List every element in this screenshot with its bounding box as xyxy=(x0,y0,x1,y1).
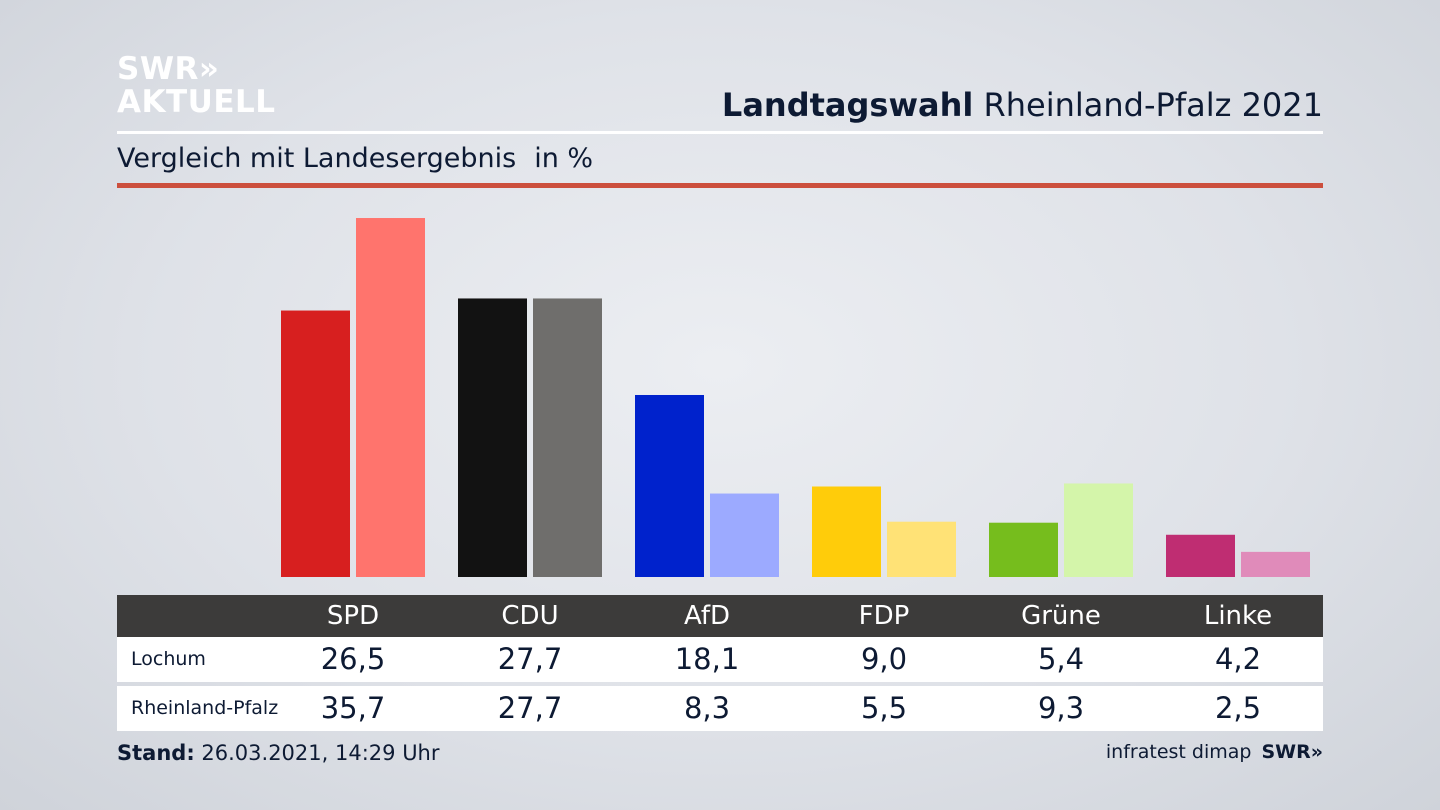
value-afd-rheinland-pfalz: 8,3 xyxy=(683,691,731,725)
title-bold: Landtagswahl xyxy=(721,86,974,124)
value-spd-lochum: 26,5 xyxy=(320,642,386,676)
row-label-lochum: Lochum xyxy=(131,648,206,670)
swr-aktuell-logo: SWR» AKTUELL xyxy=(117,54,276,118)
stand-label: Stand: xyxy=(117,741,195,765)
value-linke-rheinland-pfalz: 2,5 xyxy=(1214,691,1262,725)
value-cdu-lochum: 27,7 xyxy=(497,642,563,676)
source-credit: infratest dimap SWR» xyxy=(1106,741,1323,763)
subtitle-text: Vergleich mit Landesergebnis xyxy=(117,143,517,174)
bar-grne-lochum xyxy=(989,522,1058,577)
stand-value: 26.03.2021, 14:29 Uhr xyxy=(201,741,440,765)
value-fdp-rheinland-pfalz: 5,5 xyxy=(860,691,908,725)
results-table: SPD CDU AfD FDP Grüne Linke Lochum 26,5 27,7 18… xyxy=(117,595,1323,731)
value-grne-rheinland-pfalz: 9,3 xyxy=(1037,691,1085,725)
chart-subtitle: Vergleich mit Landesergebnis in % xyxy=(117,143,593,174)
table-header-row: SPD CDU AfD FDP Grüne Linke xyxy=(117,595,1323,637)
bar-fdp-rheinland-pfalz xyxy=(887,521,956,577)
value-afd-lochum: 18,1 xyxy=(674,642,740,676)
column-header-linke: Linke xyxy=(1203,601,1273,631)
column-header-spd: SPD xyxy=(326,601,380,631)
stand-timestamp: Stand: 26.03.2021, 14:29 Uhr xyxy=(117,741,440,765)
logo-line-2: AKTUELL xyxy=(117,84,276,120)
bar-afd-lochum xyxy=(635,394,704,577)
bar-spd-rheinland-pfalz xyxy=(356,218,425,577)
value-grne-lochum: 5,4 xyxy=(1037,642,1085,676)
table-row: Rheinland-Pfalz 35,7 27,7 8,3 5,5 9,3 2,5 xyxy=(117,686,1323,731)
swr-source-logo: SWR» xyxy=(1261,741,1323,763)
bar-linke-lochum xyxy=(1166,534,1235,577)
value-fdp-lochum: 9,0 xyxy=(860,642,908,676)
bar-chart xyxy=(281,218,1310,577)
value-linke-lochum: 4,2 xyxy=(1214,642,1262,676)
logo-line-1: SWR» xyxy=(117,51,220,87)
subtitle-divider xyxy=(117,183,1323,188)
value-cdu-rheinland-pfalz: 27,7 xyxy=(497,691,563,725)
value-spd-rheinland-pfalz: 35,7 xyxy=(320,691,386,725)
title-divider xyxy=(117,131,1323,134)
bar-linke-rheinland-pfalz xyxy=(1241,551,1310,577)
bar-spd-lochum xyxy=(281,310,350,577)
bar-cdu-lochum xyxy=(458,298,527,577)
table-row: Lochum 26,5 27,7 18,1 9,0 5,4 4,2 xyxy=(117,637,1323,682)
column-header-fdp: FDP xyxy=(858,601,910,631)
subtitle-unit: in % xyxy=(534,143,594,174)
column-header-afd: AfD xyxy=(683,601,731,631)
title-rest: Rheinland-Pfalz 2021 xyxy=(983,86,1323,124)
page-title: Landtagswahl Rheinland-Pfalz 2021 xyxy=(722,86,1323,124)
bar-grne-rheinland-pfalz xyxy=(1064,483,1133,577)
bar-fdp-lochum xyxy=(812,486,881,577)
column-header-cdu: CDU xyxy=(501,601,559,631)
column-header-grne: Grüne xyxy=(1021,601,1101,631)
row-label-rheinland-pfalz: Rheinland-Pfalz xyxy=(131,697,279,719)
bar-afd-rheinland-pfalz xyxy=(710,493,779,577)
source-text: infratest dimap xyxy=(1105,741,1252,763)
bar-cdu-rheinland-pfalz xyxy=(533,298,602,577)
